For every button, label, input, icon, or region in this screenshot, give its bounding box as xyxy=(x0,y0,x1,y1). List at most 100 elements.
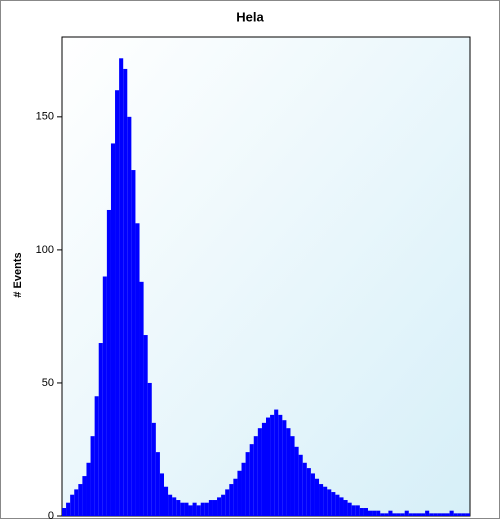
bar xyxy=(343,500,348,516)
bar xyxy=(347,502,352,516)
bar xyxy=(90,436,95,516)
bar xyxy=(396,513,401,516)
bar xyxy=(127,116,132,516)
y-axis-label: # Events xyxy=(12,252,24,297)
bar xyxy=(294,446,299,516)
bar xyxy=(266,417,271,516)
bar xyxy=(164,486,169,516)
bar xyxy=(355,505,360,516)
bar xyxy=(368,510,373,516)
bar xyxy=(241,462,246,516)
bar xyxy=(253,436,258,516)
bar xyxy=(433,513,438,516)
bar xyxy=(445,513,450,516)
bar xyxy=(94,396,99,516)
bar xyxy=(372,510,377,516)
bar xyxy=(249,444,254,516)
bar xyxy=(351,505,356,516)
bar xyxy=(110,143,116,516)
bar xyxy=(274,409,279,516)
bar xyxy=(314,478,320,516)
bar xyxy=(306,468,311,516)
bar xyxy=(204,502,209,516)
bar xyxy=(278,414,283,516)
bar xyxy=(457,513,462,516)
bar xyxy=(139,281,144,516)
bar xyxy=(327,489,332,516)
bar xyxy=(425,510,430,516)
y-tick-label: 150 xyxy=(36,111,54,123)
bar xyxy=(70,494,75,516)
bar xyxy=(62,508,67,516)
bar xyxy=(172,497,177,516)
bar xyxy=(270,414,275,516)
bar xyxy=(233,478,238,516)
bar xyxy=(66,502,71,516)
bar xyxy=(192,502,197,516)
bar xyxy=(282,420,287,516)
bar xyxy=(188,505,193,516)
bar xyxy=(380,513,385,516)
bar xyxy=(421,513,426,516)
bar xyxy=(465,513,470,516)
bar xyxy=(286,428,291,516)
bar xyxy=(461,513,466,516)
bar xyxy=(302,462,307,516)
bar xyxy=(335,494,340,516)
bar xyxy=(339,497,344,516)
bar xyxy=(180,502,185,516)
bar xyxy=(400,513,405,516)
bar xyxy=(184,502,189,516)
bar xyxy=(257,428,262,516)
bar xyxy=(196,505,201,516)
chart-title: Hela xyxy=(236,9,264,24)
bar xyxy=(384,513,389,516)
bar xyxy=(453,513,458,516)
bar xyxy=(200,502,205,516)
bar xyxy=(151,422,156,516)
bar xyxy=(331,492,336,516)
bar xyxy=(388,510,393,516)
bar xyxy=(155,452,160,516)
bar xyxy=(176,500,181,516)
bar xyxy=(98,343,103,516)
bar xyxy=(441,513,446,516)
bar xyxy=(115,90,120,516)
y-tick-label: 50 xyxy=(42,377,54,389)
bar xyxy=(131,170,136,517)
bar xyxy=(416,513,422,516)
bar xyxy=(323,486,328,516)
bar xyxy=(119,58,124,517)
bar xyxy=(404,510,409,516)
bar xyxy=(245,452,250,516)
y-tick-label: 100 xyxy=(36,244,54,256)
bar xyxy=(319,484,324,516)
bar xyxy=(78,484,83,516)
bar xyxy=(261,422,266,516)
bar xyxy=(102,276,107,516)
bar xyxy=(106,209,111,516)
y-tick-label: 0 xyxy=(48,510,54,519)
bar xyxy=(359,508,364,516)
bar xyxy=(82,476,87,516)
bar xyxy=(168,494,173,516)
bar xyxy=(143,335,148,516)
bar xyxy=(408,513,413,516)
bar xyxy=(290,436,295,516)
bar xyxy=(437,513,442,516)
bar xyxy=(376,510,381,516)
bar xyxy=(449,510,454,516)
bar xyxy=(135,223,140,516)
bar xyxy=(298,454,303,516)
bar xyxy=(217,497,222,516)
bar xyxy=(229,484,234,516)
bar xyxy=(208,500,213,516)
bar xyxy=(429,513,434,516)
bar xyxy=(86,462,91,516)
bar xyxy=(221,494,226,516)
bar xyxy=(212,500,218,516)
bar xyxy=(159,473,164,516)
bar xyxy=(392,513,397,516)
bar xyxy=(310,473,315,516)
bar xyxy=(225,489,230,516)
